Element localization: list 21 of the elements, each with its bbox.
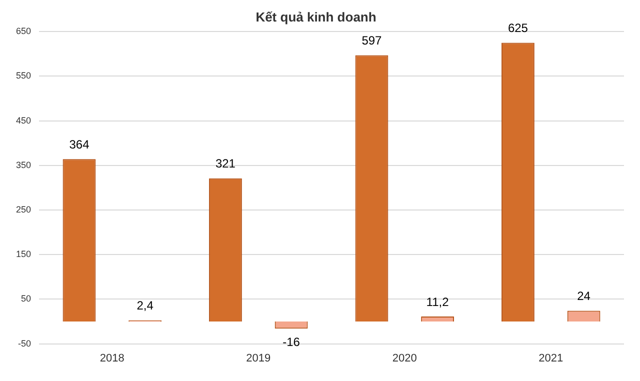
data-label: 625 xyxy=(508,21,528,36)
x-tick-label: 2020 xyxy=(392,352,417,364)
chart-title: Kết quả kinh doanh xyxy=(256,9,376,24)
y-tick-label: 50 xyxy=(21,294,32,304)
data-label: 11,2 xyxy=(426,294,450,309)
x-tick-label: 2019 xyxy=(246,352,271,364)
y-tick-label: -50 xyxy=(18,338,32,348)
data-label: 597 xyxy=(362,34,382,48)
y-tick-label: 150 xyxy=(16,249,32,260)
data-label: 2,4 xyxy=(136,298,154,313)
data-label: 364 xyxy=(69,137,90,152)
y-tick-label: 350 xyxy=(16,160,32,170)
data-label: -16 xyxy=(282,334,300,349)
data-label: 24 xyxy=(577,289,591,304)
y-tick-label: 250 xyxy=(16,204,32,214)
y-tick-label: 650 xyxy=(16,26,32,36)
x-tick-label: 2018 xyxy=(100,352,124,364)
y-tick-label: 450 xyxy=(16,115,32,126)
x-tick-label: 2021 xyxy=(538,352,564,364)
data-label: 321 xyxy=(215,156,236,171)
y-tick-label: 550 xyxy=(16,70,32,81)
